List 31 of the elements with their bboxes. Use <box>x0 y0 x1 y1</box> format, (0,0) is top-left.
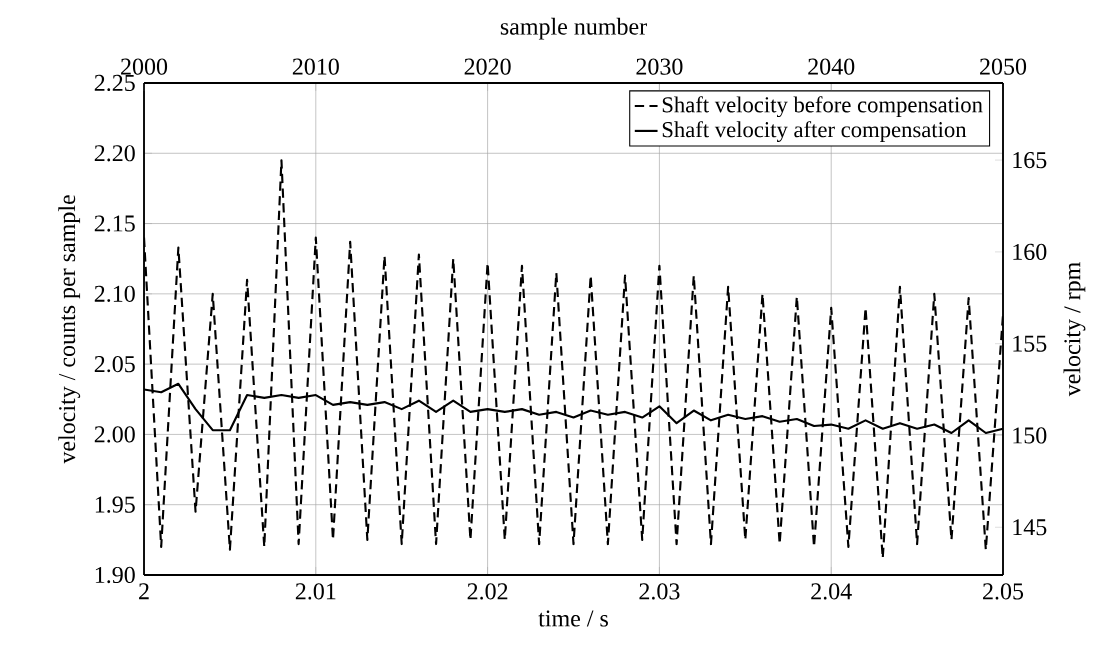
y2-tick-label: 150 <box>1013 427 1047 444</box>
y2-tick-label: 145 <box>1013 519 1047 536</box>
legend-label: Shaft velocity before compensation <box>662 96 983 118</box>
y2-tick-label: 155 <box>1013 335 1047 352</box>
x-tick-label: 2.01 <box>295 583 336 600</box>
x2-tick-label: 2020 <box>464 58 511 75</box>
y-tick-label: 1.90 <box>95 566 135 584</box>
x-tick-label: 2.04 <box>811 583 852 600</box>
legend-label: Shaft velocity after compensation <box>662 121 967 142</box>
x-tick-label: 2 <box>139 583 149 600</box>
y2-tick-label: 160 <box>1013 243 1047 260</box>
y-axis-title: velocity / counts per sample <box>58 195 81 464</box>
x2-tick-label: 2010 <box>292 58 339 75</box>
x2-axis-title: sample number <box>500 17 647 40</box>
y-tick-label: 2.05 <box>94 355 135 373</box>
x2-tick-label: 2050 <box>980 58 1027 75</box>
x-tick-label: 2.05 <box>983 583 1024 600</box>
y-tick-label: 1.95 <box>95 496 135 513</box>
y2-tick-label: 165 <box>1013 152 1047 169</box>
y2-axis-title: velocity / rpm <box>1063 262 1086 397</box>
y-tick-label: 2.15 <box>94 215 135 232</box>
y-tick-label: 2.10 <box>94 285 135 302</box>
y-tick-label: 2.20 <box>94 145 135 162</box>
x-axis-title: time / s <box>538 610 608 627</box>
x-tick-label: 2.02 <box>467 583 508 600</box>
x2-tick-label: 2030 <box>636 58 683 75</box>
x2-tick-label: 2000 <box>121 58 168 75</box>
x-tick-label: 2.03 <box>639 583 680 600</box>
y-tick-label: 2.00 <box>94 426 135 443</box>
x2-tick-label: 2040 <box>808 58 855 75</box>
y-tick-label: 2.25 <box>94 74 135 92</box>
